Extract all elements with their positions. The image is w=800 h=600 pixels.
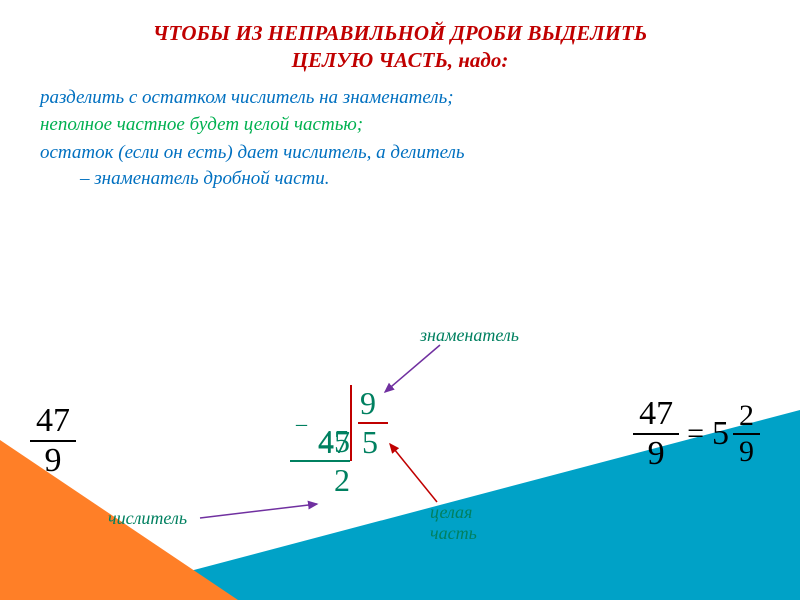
- title-line2: ЦЕЛУЮ ЧАСТЬ, надо:: [292, 48, 509, 72]
- division-minus-icon: _: [296, 403, 307, 429]
- equation-result: 47 9 = 5 2 9: [633, 395, 760, 473]
- rule-3a: остаток (если он есть) дает числитель, а…: [40, 140, 760, 166]
- division-quotient: 5: [358, 424, 378, 461]
- rules-block: разделить с остатком числитель на знамен…: [0, 85, 800, 192]
- rule-2: неполное частное будет целой частью;: [40, 112, 760, 138]
- rule-3b: – знаменатель дробной части.: [40, 166, 760, 192]
- frac-left-num: 47: [30, 402, 76, 442]
- rule-1: разделить с остатком числитель на знамен…: [40, 85, 760, 111]
- arrow-whole: [382, 432, 462, 512]
- division-dividend: 47: [290, 424, 350, 461]
- title-line1: ЧТОБЫ ИЗ НЕПРАВИЛЬНОЙ ДРОБИ ВЫДЕЛИТЬ: [153, 21, 647, 45]
- slide-content: ЧТОБЫ ИЗ НЕПРАВИЛЬНОЙ ДРОБИ ВЫДЕЛИТЬ ЦЕЛ…: [0, 0, 800, 191]
- long-division: _ 4795 45 2: [290, 385, 388, 499]
- eq-rhs-num: 2: [733, 399, 760, 435]
- arrow-numerator: [195, 490, 325, 530]
- arrow-denominator: [370, 340, 460, 400]
- eq-lhs-num: 47: [633, 395, 679, 435]
- slide-title: ЧТОБЫ ИЗ НЕПРАВИЛЬНОЙ ДРОБИ ВЫДЕЛИТЬ ЦЕЛ…: [0, 0, 800, 85]
- eq-rhs-den: 9: [733, 435, 760, 469]
- eq-equals: =: [687, 417, 704, 451]
- eq-lhs-den: 9: [633, 435, 679, 473]
- eq-whole: 5: [712, 415, 729, 453]
- label-numerator: числитель: [108, 508, 187, 529]
